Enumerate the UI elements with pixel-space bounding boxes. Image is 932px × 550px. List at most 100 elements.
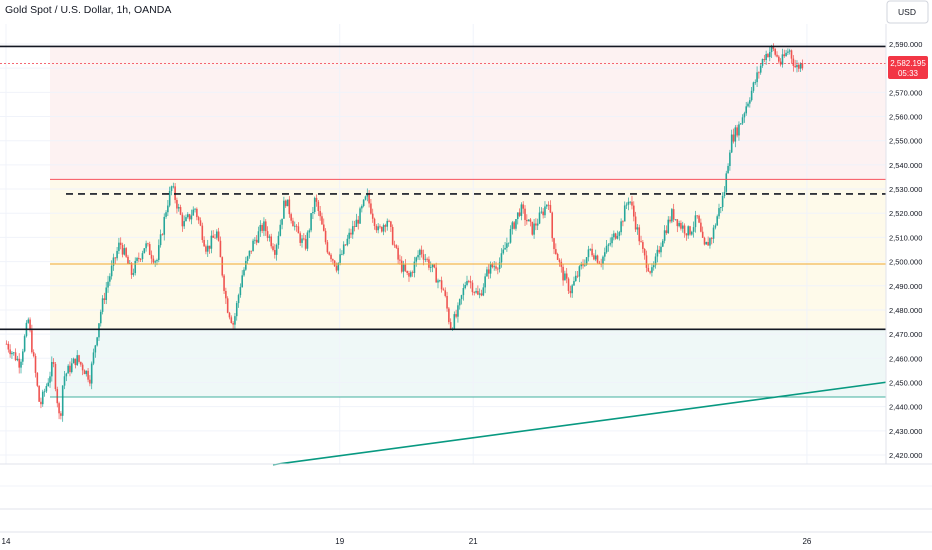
candle-body — [223, 275, 225, 291]
candle-body — [529, 219, 532, 222]
candle-body — [422, 254, 425, 260]
candle-body — [468, 281, 470, 282]
candle-body — [304, 239, 307, 249]
currency-button[interactable] — [886, 0, 929, 24]
candle-body — [799, 63, 802, 69]
candle-body — [348, 232, 350, 239]
candle-body — [335, 266, 338, 271]
candle-body — [139, 259, 142, 260]
candle-body — [497, 268, 499, 270]
last-price-tag — [888, 56, 928, 79]
candle-body — [328, 252, 331, 255]
candle-body — [237, 295, 240, 304]
candle-body — [544, 206, 546, 216]
candle-body — [268, 236, 271, 238]
candle-body — [462, 288, 465, 296]
candle-body — [542, 211, 544, 216]
candle-body — [121, 244, 124, 255]
candle-body — [781, 54, 784, 65]
candle-body — [685, 233, 688, 236]
candle-body — [212, 235, 214, 238]
candle-body — [138, 257, 140, 260]
time-tick-label: 26 — [802, 537, 811, 546]
candle-body — [36, 372, 39, 386]
candle-body — [234, 316, 236, 325]
candle-body — [235, 303, 238, 317]
candle-body — [569, 290, 572, 294]
candle-body — [118, 242, 120, 251]
candle-body — [275, 244, 278, 255]
candle-body — [52, 362, 55, 364]
candle-body — [424, 258, 427, 260]
candle-body — [330, 254, 332, 260]
candle-body — [63, 376, 66, 386]
candle-body — [299, 233, 302, 243]
candle-body — [183, 221, 185, 227]
candle-body — [252, 240, 254, 252]
candle-body — [141, 253, 144, 260]
candle-body — [580, 264, 583, 267]
candle-body — [716, 216, 718, 226]
candle-body — [613, 233, 615, 238]
candle-body — [89, 379, 91, 384]
candle-body — [480, 293, 483, 296]
candle-body — [324, 230, 327, 243]
candle-body — [549, 205, 552, 213]
candle-body — [217, 231, 220, 241]
candle-body — [596, 255, 599, 263]
candle-body — [357, 219, 360, 224]
candle-body — [466, 281, 468, 286]
candle-body — [658, 249, 660, 253]
support-trend-line[interactable] — [272, 155, 932, 466]
candle-body — [228, 312, 231, 318]
candle-body — [696, 215, 699, 217]
candle-body — [449, 322, 452, 330]
candle-body — [448, 308, 450, 323]
candle-body — [350, 232, 352, 235]
candle-body — [127, 256, 129, 264]
candle-body — [607, 244, 610, 246]
currency-label[interactable]: USD — [898, 7, 916, 17]
candle-body — [70, 363, 73, 373]
candle-body — [395, 245, 398, 248]
candle-body — [598, 262, 601, 264]
candle-body — [391, 226, 394, 245]
candle-body — [188, 214, 191, 220]
candle-body — [464, 285, 466, 289]
candle-body — [85, 370, 88, 375]
candle-body — [163, 216, 166, 235]
candle-body — [631, 201, 633, 206]
candle-body — [225, 290, 227, 299]
drawings-layer: 59.040 (2.34%) 5,904.055.900 (2.26%) 5,5… — [0, 45, 932, 466]
candle-body — [216, 231, 218, 238]
candle-body — [691, 231, 693, 235]
candle-body — [286, 199, 289, 207]
candle-body — [99, 311, 102, 324]
bar-countdown: 05:33 — [898, 69, 919, 78]
candle-body — [333, 260, 336, 267]
candle-body — [322, 224, 325, 231]
candle-body — [703, 237, 706, 245]
candle-body — [616, 235, 619, 239]
candle-body — [76, 355, 79, 366]
candle-body — [18, 358, 20, 368]
candle-body — [60, 413, 62, 416]
candle-body — [248, 250, 251, 257]
candle-body — [698, 215, 700, 223]
candle-body — [321, 216, 323, 225]
price-tick-label: 2,440.000 — [889, 403, 922, 412]
candle-body — [634, 216, 637, 230]
candle-body — [65, 373, 68, 377]
gridlines — [0, 24, 886, 464]
candle-body — [712, 227, 715, 239]
candle-body — [67, 365, 69, 374]
candle-body — [478, 293, 481, 295]
candle-body — [270, 236, 272, 247]
candle-body — [511, 222, 514, 230]
candle-body — [729, 152, 731, 166]
candle-body — [49, 376, 51, 383]
candle-body — [40, 401, 42, 405]
candle-body — [417, 255, 419, 258]
